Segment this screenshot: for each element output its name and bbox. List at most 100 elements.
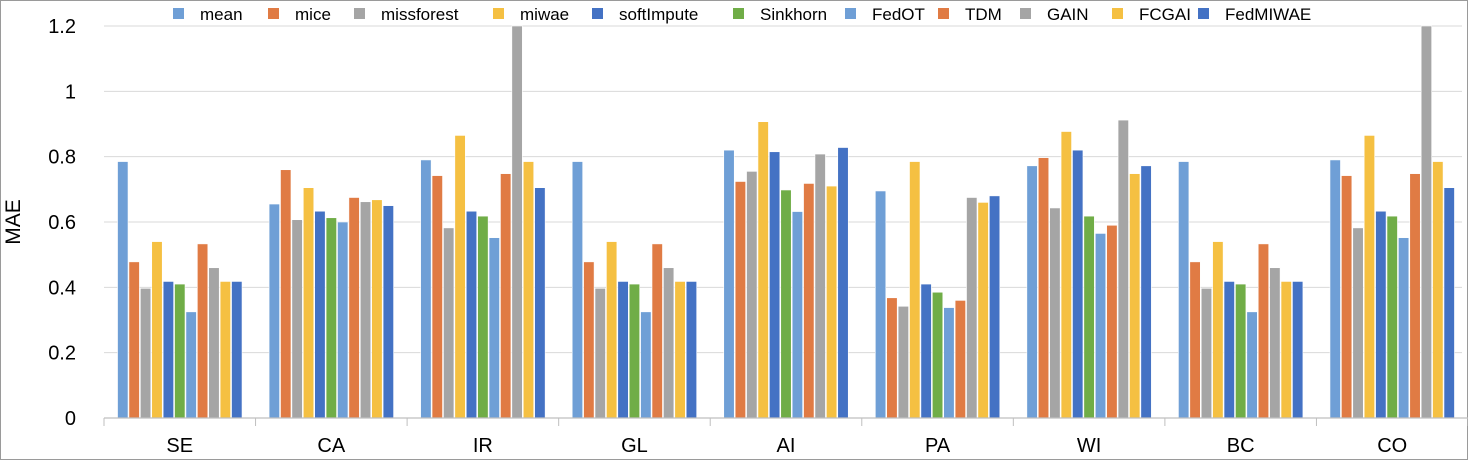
legend-label: TDM xyxy=(965,5,1002,24)
bar xyxy=(1375,210,1387,419)
bar xyxy=(594,288,606,419)
bar xyxy=(1094,233,1107,419)
bar xyxy=(1398,237,1410,419)
y-tick-label: 1 xyxy=(65,81,76,103)
bar xyxy=(791,211,803,419)
bar xyxy=(140,288,152,419)
x-tick-label: IR xyxy=(473,435,493,457)
bar xyxy=(174,283,186,419)
x-tick-label: CA xyxy=(317,435,345,457)
bar xyxy=(1117,119,1129,419)
bar xyxy=(382,205,394,419)
bar xyxy=(1432,161,1444,419)
bar xyxy=(1060,131,1072,419)
bar xyxy=(1269,267,1281,419)
bar xyxy=(1443,187,1455,419)
bar xyxy=(291,219,303,419)
bar xyxy=(454,135,466,419)
bar xyxy=(117,161,129,419)
bar xyxy=(954,300,966,419)
bar xyxy=(1049,207,1061,419)
bar xyxy=(1409,173,1421,419)
legend-swatch xyxy=(173,8,184,19)
bar xyxy=(1352,227,1364,419)
bar xyxy=(814,153,826,419)
bar xyxy=(989,195,1001,419)
bar xyxy=(522,161,535,419)
bar xyxy=(1072,149,1084,419)
bar xyxy=(651,243,663,419)
legend-swatch xyxy=(354,8,365,19)
bar xyxy=(875,190,887,419)
legend-swatch xyxy=(1020,8,1031,19)
x-tick-label: WI xyxy=(1077,435,1101,457)
x-tick-label: SE xyxy=(166,435,193,457)
bar xyxy=(268,203,280,419)
bar xyxy=(1178,161,1190,419)
bar xyxy=(1106,224,1118,419)
bar xyxy=(1200,288,1213,419)
legend-label: GAIN xyxy=(1047,5,1089,24)
bar xyxy=(359,201,372,419)
y-tick-label: 0 xyxy=(65,408,76,430)
bar xyxy=(803,183,815,419)
bar xyxy=(1280,281,1292,419)
bar xyxy=(1363,135,1375,419)
y-axis-title: MAE xyxy=(2,199,25,245)
legend-label: miwae xyxy=(520,5,569,24)
bar xyxy=(197,243,209,419)
bar xyxy=(571,161,583,419)
bar xyxy=(674,281,686,419)
bar xyxy=(606,241,618,419)
bar xyxy=(966,197,978,419)
y-tick-label: 0.8 xyxy=(48,147,76,169)
bar xyxy=(302,187,315,419)
bar xyxy=(723,149,735,419)
bar xyxy=(932,291,944,419)
legend-swatch xyxy=(1112,8,1123,19)
bar xyxy=(1037,157,1050,419)
bar xyxy=(897,305,909,419)
legend-label: FedOT xyxy=(872,5,925,24)
legend-swatch xyxy=(938,8,949,19)
bar xyxy=(420,159,432,419)
x-tick-label: GL xyxy=(621,435,648,457)
bar xyxy=(746,171,758,419)
bar xyxy=(769,151,781,419)
bar xyxy=(757,121,769,419)
bar xyxy=(219,281,231,419)
bar xyxy=(640,311,652,419)
legend-swatch xyxy=(1198,8,1209,19)
bar xyxy=(1083,215,1095,419)
bar xyxy=(1329,159,1341,419)
bar xyxy=(1292,281,1304,419)
bar xyxy=(1189,261,1201,419)
bar xyxy=(162,281,174,419)
bar xyxy=(443,227,455,419)
bar xyxy=(734,181,746,419)
y-tick-label: 0.4 xyxy=(48,277,76,299)
bar xyxy=(1140,165,1152,419)
x-tick-label: PA xyxy=(925,435,951,457)
bar xyxy=(348,197,360,419)
bar xyxy=(185,311,197,419)
bar xyxy=(1420,25,1432,419)
bar xyxy=(511,25,523,419)
legend-swatch xyxy=(493,8,504,19)
bar xyxy=(628,283,640,419)
x-tick-label: BC xyxy=(1227,435,1255,457)
legend-label: mean xyxy=(200,5,243,24)
legend-swatch xyxy=(733,8,744,19)
bar xyxy=(500,173,512,419)
y-tick-label: 1.2 xyxy=(48,16,76,38)
legend-swatch xyxy=(592,8,603,19)
bar xyxy=(337,221,349,419)
bar xyxy=(1341,175,1353,419)
y-tick-label: 0.2 xyxy=(48,343,76,365)
bar xyxy=(886,297,898,419)
x-tick-label: CO xyxy=(1377,435,1407,457)
bar xyxy=(314,210,326,419)
legend: mean mice missforest miwae softImpute Sinkhor… xyxy=(173,5,1311,24)
bar xyxy=(909,161,921,419)
